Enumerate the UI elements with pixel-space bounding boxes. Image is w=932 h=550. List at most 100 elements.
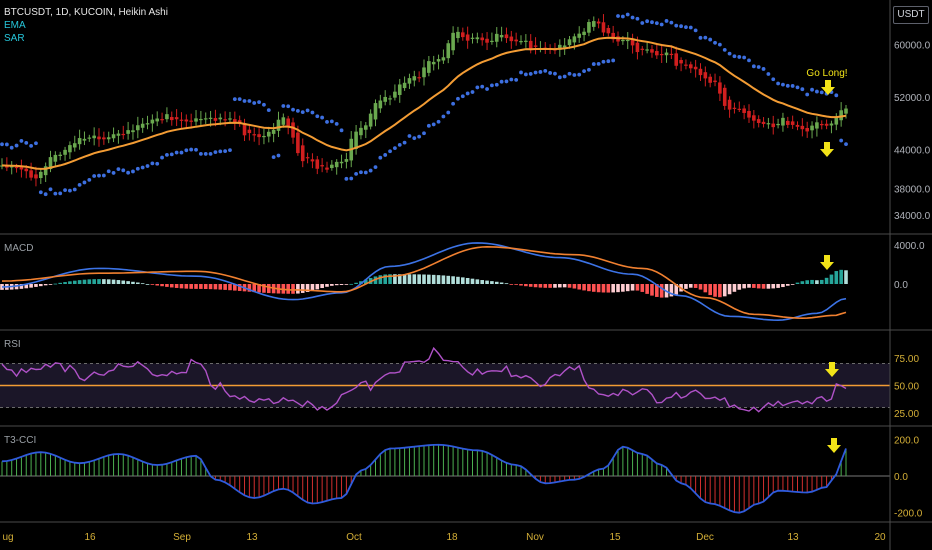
sar-dot: [727, 51, 732, 56]
sar-dot: [349, 176, 354, 181]
t3-cci-pane[interactable]: [0, 443, 890, 514]
sar-dot: [339, 128, 344, 133]
sar-dot: [494, 82, 499, 87]
sar-dot: [451, 101, 456, 106]
candle-body: [708, 76, 712, 83]
macd-pane[interactable]: [0, 242, 848, 322]
macd-histogram-bar: [538, 284, 543, 288]
candle-body: [97, 136, 101, 140]
sar-dot: [499, 79, 504, 84]
sar-dot: [34, 141, 38, 146]
sar-dot: [557, 75, 562, 80]
macd-histogram-bar: [19, 284, 24, 289]
macd-histogram-bar: [58, 282, 63, 284]
macd-histogram-bar: [635, 284, 640, 291]
price-tick-label: 44000.0: [894, 145, 931, 156]
candle-body: [756, 119, 761, 123]
candle-body: [431, 61, 436, 65]
macd-histogram-bar: [839, 269, 843, 284]
candle-body: [223, 119, 227, 121]
macd-histogram-bar: [470, 278, 475, 284]
candle-body: [140, 123, 145, 128]
macd-histogram-bar: [203, 284, 208, 290]
sar-dot: [198, 151, 203, 156]
go-long-annotation: Go Long!: [806, 68, 847, 79]
macd-histogram-bar: [208, 284, 213, 290]
candle-body: [790, 121, 795, 125]
sar-dot: [679, 24, 683, 29]
macd-histogram-bar: [174, 284, 179, 288]
candle-body: [19, 167, 24, 170]
sar-dot: [140, 165, 145, 170]
candle-body: [407, 78, 412, 84]
currency-badge[interactable]: USDT: [893, 6, 929, 24]
macd-histogram-bar: [344, 284, 349, 285]
sar-dot: [63, 188, 67, 193]
macd-histogram-bar: [354, 282, 358, 284]
sar-dot: [359, 170, 363, 175]
candle-body: [247, 129, 252, 134]
sar-dot: [548, 71, 553, 75]
price-tick-label: 34000.0: [894, 211, 931, 222]
sar-dot: [553, 71, 557, 76]
sar-dot: [203, 152, 208, 156]
candle-body: [155, 118, 160, 122]
macd-histogram-bar: [616, 284, 620, 293]
candle-body: [397, 84, 402, 95]
x-tick-label: Dec: [696, 532, 714, 543]
sar-dot: [732, 54, 737, 59]
candle-body: [562, 45, 567, 48]
macd-histogram-bar: [669, 284, 674, 297]
macd-histogram-bar: [582, 284, 586, 291]
sar-dot: [87, 178, 92, 182]
macd-histogram-bar: [92, 279, 96, 284]
candle-body: [829, 123, 834, 126]
candle-body: [330, 164, 334, 169]
candle-body: [296, 132, 300, 154]
candle-body: [281, 117, 286, 125]
sar-dot: [805, 92, 810, 97]
x-tick-label: 18: [446, 532, 458, 543]
candle-body: [169, 116, 174, 121]
sar-dot: [456, 96, 460, 101]
candle-body: [422, 67, 426, 78]
sar-dot: [68, 188, 72, 193]
sar-dot: [38, 190, 43, 195]
macd-histogram-bar: [494, 281, 499, 284]
macd-histogram-bar: [140, 283, 145, 285]
macd-histogram-bar: [485, 280, 489, 284]
candle-body: [160, 119, 164, 121]
sar-dot: [650, 20, 654, 25]
sar-dot: [591, 62, 596, 66]
candle-body: [320, 165, 324, 167]
sar-dot: [722, 47, 727, 52]
rsi-pane[interactable]: [0, 346, 890, 413]
sar-dot: [334, 121, 339, 126]
macd-histogram-bar: [611, 284, 615, 293]
macd-histogram-bar: [330, 284, 334, 286]
price-pane[interactable]: [0, 12, 848, 197]
sar-dot: [92, 174, 97, 178]
legend-ema: EMA: [4, 20, 26, 31]
sar-dot: [460, 94, 465, 99]
macd-histogram-bar: [475, 279, 480, 284]
candle-body: [640, 48, 645, 50]
candle-body: [111, 134, 116, 139]
candle-body: [334, 161, 339, 168]
sar-dot: [82, 180, 87, 185]
macd-histogram-bar: [606, 284, 611, 293]
candle-body: [480, 37, 485, 41]
candle-body: [315, 159, 320, 169]
candle-body: [393, 91, 397, 98]
candle-body: [63, 149, 67, 155]
sar-dot: [751, 64, 756, 69]
candle-body: [713, 80, 717, 83]
macd-histogram-bar: [266, 284, 271, 294]
macd-histogram-bar: [659, 284, 664, 298]
candle-body: [300, 145, 305, 162]
macd-histogram-bar: [591, 284, 596, 292]
sar-dot: [9, 145, 14, 150]
sar-dot: [116, 167, 121, 172]
macd-histogram-bar: [524, 284, 528, 287]
